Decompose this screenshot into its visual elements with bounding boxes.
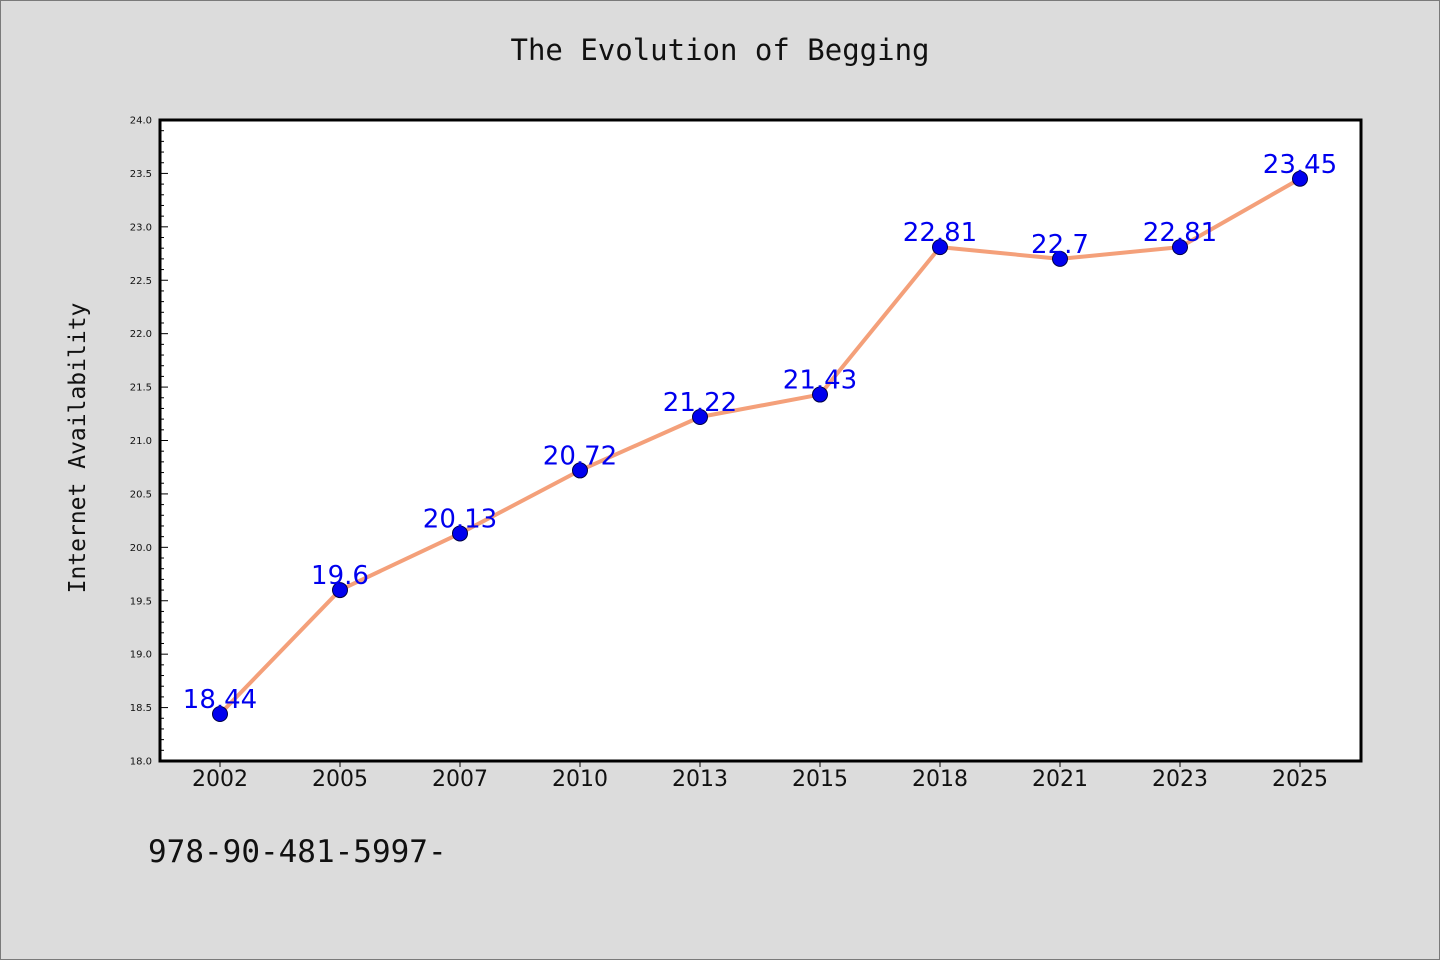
x-tick-label: 2018 bbox=[912, 767, 968, 792]
data-point bbox=[692, 408, 708, 425]
y-tick-label: 19.0 bbox=[130, 650, 152, 661]
data-point bbox=[452, 525, 468, 542]
y-tick-label: 21.0 bbox=[130, 436, 152, 447]
y-tick-label: 22.5 bbox=[130, 276, 152, 287]
data-point bbox=[332, 582, 348, 599]
y-tick-label: 23.0 bbox=[130, 222, 152, 233]
chart-title: The Evolution of Begging bbox=[510, 33, 930, 67]
data-point bbox=[572, 462, 588, 479]
x-tick-label: 2010 bbox=[552, 767, 608, 792]
data-label: 22.81 bbox=[1143, 218, 1217, 248]
x-axis: 2002 2005 2007 2010 2013 2015 2018 2021 2023 2025 bbox=[192, 761, 1328, 792]
data-point bbox=[1292, 170, 1308, 187]
data-label: 21.43 bbox=[783, 366, 857, 396]
x-tick-label: 2013 bbox=[672, 767, 728, 792]
data-point bbox=[1172, 239, 1188, 256]
plot-border bbox=[158, 118, 1363, 763]
data-point bbox=[1052, 250, 1068, 267]
x-tick-label: 2021 bbox=[1032, 767, 1088, 792]
data-label: 22.81 bbox=[903, 218, 977, 248]
y-tick-label: 24.0 bbox=[130, 116, 152, 127]
footer-code: 978-90-481-5997- bbox=[148, 834, 447, 870]
x-tick-label: 2025 bbox=[1272, 767, 1328, 792]
y-tick-label: 21.5 bbox=[130, 383, 152, 394]
plot-area bbox=[160, 120, 1361, 761]
x-tick-label: 2015 bbox=[792, 767, 848, 792]
data-point bbox=[212, 705, 228, 722]
x-tick-label: 2002 bbox=[192, 767, 248, 792]
data-label: 21.22 bbox=[663, 388, 737, 418]
data-label: 23.45 bbox=[1263, 150, 1337, 180]
data-label: 20.13 bbox=[423, 504, 497, 534]
data-point bbox=[932, 239, 948, 256]
x-tick-label: 2005 bbox=[312, 767, 368, 792]
y-tick-label: 20.5 bbox=[130, 489, 152, 500]
y-tick-label: 23.5 bbox=[130, 169, 152, 180]
series-group: 18.44 19.6 20.13 20.72 21.22 21.43 22.81 22.7 22… bbox=[183, 150, 1337, 722]
x-tick-label: 2023 bbox=[1152, 767, 1208, 792]
data-label: 20.72 bbox=[543, 441, 617, 471]
x-tick-label: 2007 bbox=[432, 767, 488, 792]
y-tick-label: 19.5 bbox=[130, 596, 152, 607]
y-tick-label: 22.0 bbox=[130, 329, 152, 340]
data-label: 18.44 bbox=[183, 685, 257, 715]
data-label: 19.6 bbox=[311, 561, 369, 591]
series-line bbox=[218, 176, 1302, 716]
y-tick-label: 18.5 bbox=[130, 703, 152, 714]
data-point bbox=[812, 386, 828, 403]
y-tick-label: 20.0 bbox=[130, 543, 152, 554]
data-label: 22.7 bbox=[1031, 230, 1089, 260]
y-tick-label: 18.0 bbox=[130, 757, 152, 768]
y-axis: 18.0 18.5 19.0 19.5 20.0 20.5 21.0 21.5 22.0 22.5… bbox=[130, 116, 168, 768]
